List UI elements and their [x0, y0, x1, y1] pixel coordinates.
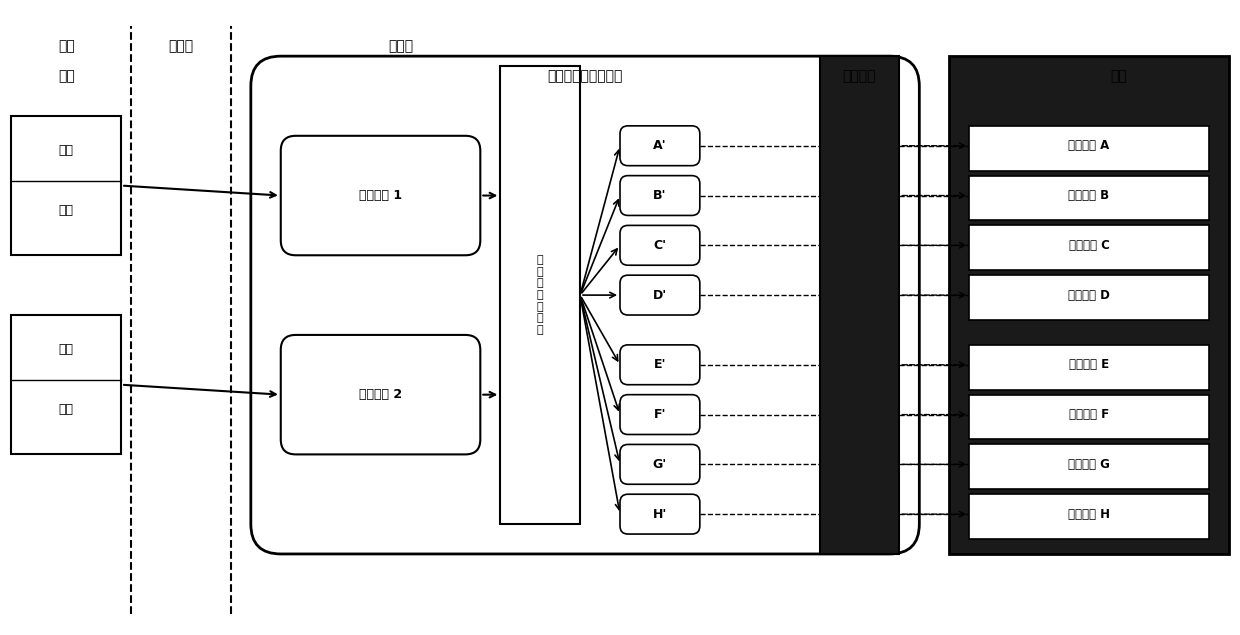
FancyBboxPatch shape	[620, 275, 699, 315]
Text: 服务线程 1: 服务线程 1	[358, 189, 402, 202]
FancyBboxPatch shape	[620, 444, 699, 485]
Text: 负载进程 D: 负载进程 D	[1068, 288, 1110, 302]
Bar	[11, 315, 122, 455]
Text: 用户态多线程协议栈: 用户态多线程协议栈	[547, 69, 622, 83]
FancyBboxPatch shape	[620, 345, 699, 385]
Text: C': C'	[653, 239, 666, 252]
Text: 服务线程 2: 服务线程 2	[358, 388, 402, 401]
Bar	[970, 395, 1209, 439]
Text: 收包: 收包	[58, 344, 73, 356]
Bar	[11, 116, 122, 255]
Text: 负载进程 A: 负载进程 A	[1069, 139, 1110, 152]
Text: 网卡: 网卡	[58, 69, 74, 83]
Text: 协
议
缓
存
缓
缓
缓: 协 议 缓 存 缓 缓 缓	[537, 255, 543, 335]
FancyBboxPatch shape	[250, 56, 919, 554]
Bar	[970, 345, 1209, 390]
Text: 发包: 发包	[58, 204, 73, 217]
Text: 收包: 收包	[58, 144, 73, 157]
Text: 应用: 应用	[1111, 69, 1127, 83]
Text: A': A'	[653, 139, 667, 152]
Text: 发包: 发包	[58, 403, 73, 416]
FancyBboxPatch shape	[620, 395, 699, 434]
Text: H': H'	[652, 507, 667, 521]
FancyBboxPatch shape	[620, 494, 699, 534]
Text: 内核态: 内核态	[169, 39, 193, 53]
Bar	[500, 66, 580, 524]
Text: 用户态: 用户态	[388, 39, 413, 53]
Bar	[970, 275, 1209, 320]
Text: 硬件: 硬件	[58, 39, 74, 53]
Text: B': B'	[653, 189, 667, 202]
Bar	[970, 176, 1209, 220]
Bar	[950, 56, 1229, 554]
Text: 负载进程 C: 负载进程 C	[1069, 239, 1110, 252]
Bar	[970, 494, 1209, 539]
Bar	[820, 56, 899, 554]
FancyBboxPatch shape	[280, 136, 480, 255]
Text: E': E'	[653, 358, 666, 371]
Text: F': F'	[653, 408, 666, 421]
Bar	[970, 126, 1209, 171]
Text: 负载进程 H: 负载进程 H	[1068, 507, 1110, 521]
FancyBboxPatch shape	[620, 126, 699, 166]
Text: 负载进程 G: 负载进程 G	[1068, 458, 1110, 471]
Bar	[970, 444, 1209, 489]
FancyBboxPatch shape	[280, 335, 480, 455]
Text: 负载进程 E: 负载进程 E	[1069, 358, 1109, 371]
Text: 调用接口: 调用接口	[843, 69, 877, 83]
FancyBboxPatch shape	[620, 176, 699, 215]
Bar	[970, 225, 1209, 271]
Text: G': G'	[652, 458, 667, 471]
Text: D': D'	[652, 288, 667, 302]
Text: 负载进程 B: 负载进程 B	[1069, 189, 1110, 202]
Text: 负载进程 F: 负载进程 F	[1069, 408, 1109, 421]
FancyBboxPatch shape	[620, 225, 699, 265]
